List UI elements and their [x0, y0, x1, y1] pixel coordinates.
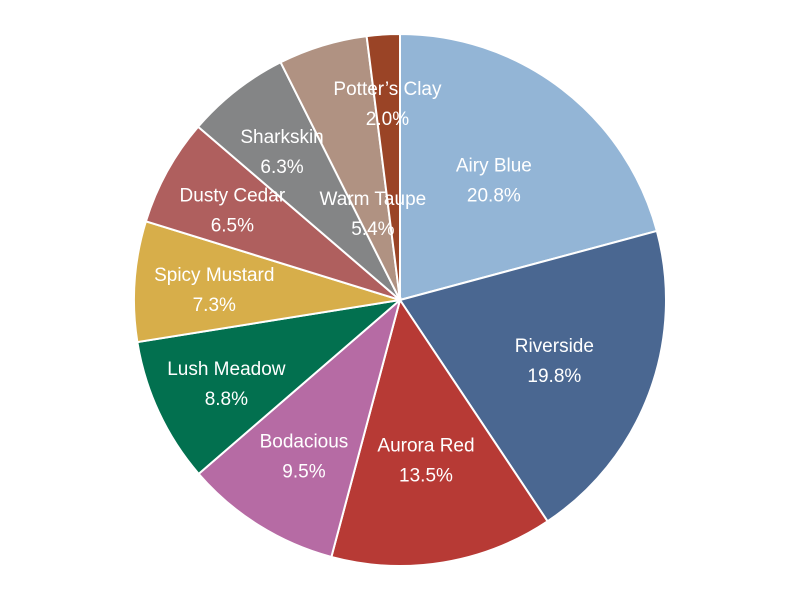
slice-label-value: 2.0% — [366, 109, 409, 130]
pie-slice-spicy-mustard — [133, 220, 401, 344]
slice-label: Dusty Cedar 6.5% — [180, 185, 286, 236]
slice-label-name: Airy Blue — [456, 156, 532, 177]
slice-label-value: 7.3% — [193, 295, 236, 316]
slice-label-value: 6.5% — [211, 215, 254, 236]
pie-slice-airy-blue — [399, 32, 659, 302]
slice-label-value: 19.8% — [527, 366, 581, 387]
slice-label: Aurora Red 13.5% — [377, 435, 474, 486]
slice-label: Sharkskin 6.3% — [240, 127, 323, 178]
slice-label-name: Dusty Cedar — [180, 185, 286, 206]
pie-slice-potter-s-clay — [365, 32, 401, 301]
slice-label: Airy Blue 20.8% — [456, 156, 532, 207]
slice-label: Warm Taupe 5.4% — [320, 189, 427, 240]
slice-label-value: 13.5% — [399, 465, 453, 486]
slice-label-value: 8.8% — [205, 389, 248, 410]
slice-label-name: Potter’s Clay — [333, 79, 442, 100]
slice-label: Riverside 19.8% — [515, 336, 594, 387]
slice-label-name: Riverside — [515, 336, 594, 357]
slice-label-name: Aurora Red — [377, 435, 474, 456]
slice-label-name: Lush Meadow — [167, 359, 286, 380]
slice-label-name: Spicy Mustard — [154, 265, 274, 286]
slice-label-value: 20.8% — [467, 186, 521, 207]
pie-slice-bodacious — [197, 297, 402, 559]
pie-slice-aurora-red — [330, 297, 549, 567]
slice-label-value: 6.3% — [260, 157, 303, 178]
slice-label-name: Warm Taupe — [320, 189, 427, 210]
pie-slice-lush-meadow — [136, 298, 404, 476]
slice-label-value: 9.5% — [282, 461, 325, 482]
slice-label: Lush Meadow 8.8% — [167, 359, 286, 410]
slice-label: Bodacious 9.5% — [260, 431, 349, 482]
slice-label-name: Bodacious — [260, 431, 349, 452]
pie-slice-riverside — [398, 229, 667, 523]
labels-layer: Airy Blue 20.8% Riverside 19.8% Aurora Red 13… — [154, 79, 594, 487]
slices-layer — [133, 32, 667, 567]
slice-label-name: Sharkskin — [240, 127, 323, 148]
slice-label: Spicy Mustard 7.3% — [154, 265, 274, 316]
slice-label: Potter’s Clay 2.0% — [333, 79, 442, 130]
pie-slice-dusty-cedar — [144, 125, 401, 301]
slice-label-value: 5.4% — [351, 219, 394, 240]
